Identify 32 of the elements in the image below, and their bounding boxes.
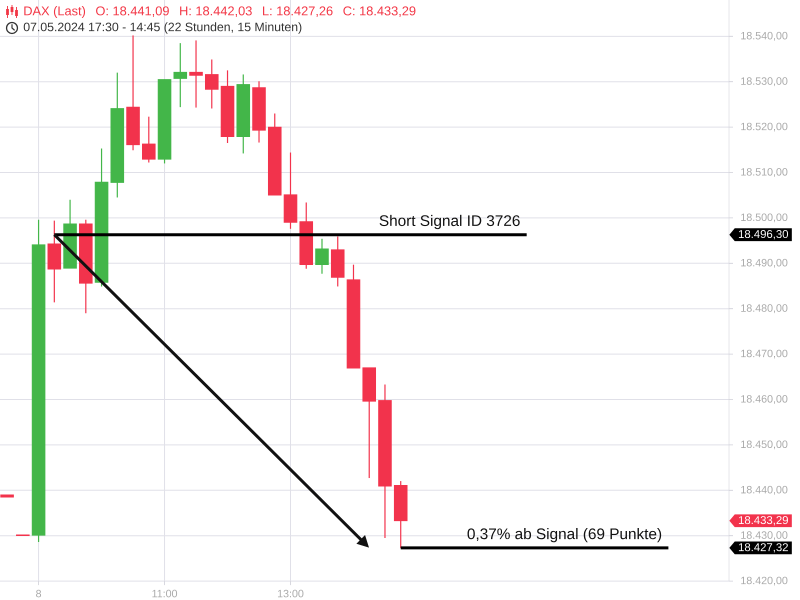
y-tick-label: 18.500,00 bbox=[741, 214, 788, 222]
candlestick bbox=[204, 58, 219, 110]
annotation: Short Signal ID 3726 bbox=[380, 214, 520, 230]
chart-title: DAX (Last) bbox=[24, 6, 86, 18]
y-tick-label: 18.480,00 bbox=[741, 304, 788, 314]
y-tick-label: 18.520,00 bbox=[741, 122, 788, 132]
y-tick-label: 18.496,30 bbox=[738, 230, 788, 240]
y-tick-label: 18.427,32 bbox=[738, 543, 788, 553]
x-tick-label: 11:00 bbox=[152, 590, 178, 598]
text: 07.05.2024 17:30 - 14:45 (22 Stunden, 15 Minuten) bbox=[24, 22, 302, 34]
y-tick-label: 18.460,00 bbox=[741, 395, 788, 404]
x-tick-label: 13:00 bbox=[278, 590, 304, 598]
y-tick-label: 18.440,00 bbox=[741, 486, 788, 495]
y-tick-label: 18.490,00 bbox=[741, 258, 788, 268]
y-tick-label: 18.433,29 bbox=[738, 516, 788, 526]
annotation: C: 18.433,29 bbox=[343, 6, 416, 17]
y-tick-label: 18.510,00 bbox=[741, 168, 788, 177]
annotation: H: 18.442,03 bbox=[180, 6, 252, 17]
annotation: L: 18.427,26 bbox=[263, 6, 333, 17]
y-tick-label: 18.450,00 bbox=[741, 440, 788, 450]
annotation: 0,37% ab Signal (69 Punkte) bbox=[468, 528, 662, 542]
y-tick-label: 18.420,00 bbox=[741, 576, 788, 586]
candlestick bbox=[173, 42, 188, 108]
y-tick-label: 18.530,00 bbox=[741, 77, 788, 86]
y-tick-label: 18.430,00 bbox=[741, 531, 788, 540]
y-tick-label: 18.540,00 bbox=[741, 32, 788, 41]
candlestick bbox=[189, 40, 203, 108]
y-tick-label: 18.470,00 bbox=[741, 350, 788, 359]
annotation: O: 18.441,09 bbox=[96, 6, 169, 17]
candlestick bbox=[142, 116, 156, 164]
x-tick-label: 8 bbox=[36, 590, 42, 598]
candlestick bbox=[315, 238, 329, 274]
